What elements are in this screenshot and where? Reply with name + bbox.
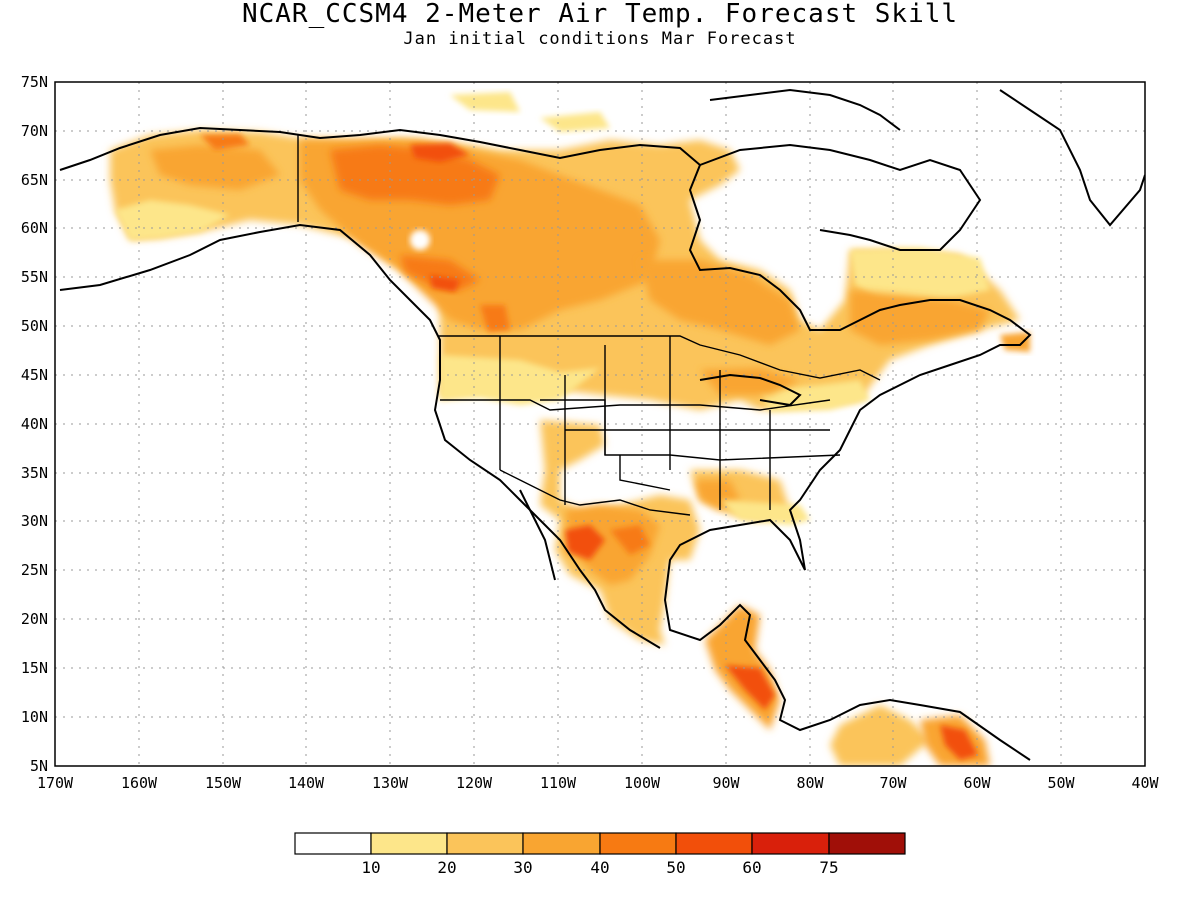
lon-label: 50W (1047, 774, 1075, 792)
colorbar-swatch (599, 832, 677, 855)
colorbar-swatch (294, 832, 372, 855)
lon-label: 150W (205, 774, 242, 792)
latitude-axis: 75N 70N 65N 60N 55N 50N 45N 40N 35N 30N … (21, 73, 48, 775)
colorbar-swatch (370, 832, 448, 855)
lat-label: 60N (21, 219, 48, 237)
lat-label: 25N (21, 561, 48, 579)
colorbar-label: 50 (666, 858, 685, 877)
colorbar-swatch (751, 832, 830, 855)
lon-label: 40W (1131, 774, 1159, 792)
lat-lon-grid (55, 82, 1145, 766)
colorbar-swatch (522, 832, 601, 855)
lon-label: 120W (456, 774, 493, 792)
lon-label: 80W (796, 774, 824, 792)
lon-label: 140W (288, 774, 325, 792)
lat-label: 40N (21, 415, 48, 433)
colorbar-label: 60 (742, 858, 761, 877)
colorbar-label: 20 (437, 858, 456, 877)
lon-label: 130W (372, 774, 409, 792)
lon-label: 160W (121, 774, 158, 792)
lon-label: 70W (879, 774, 907, 792)
lat-label: 65N (21, 171, 48, 189)
lon-label: 170W (37, 774, 74, 792)
colorbar-label: 75 (819, 858, 838, 877)
lat-label: 55N (21, 268, 48, 286)
lon-label: 60W (963, 774, 991, 792)
map-title: NCAR_CCSM4 2-Meter Air Temp. Forecast Sk… (241, 0, 959, 29)
colorbar-label: 30 (513, 858, 532, 877)
colorbar: 10 20 30 40 50 60 75 (294, 832, 906, 877)
colorbar-label: 40 (590, 858, 609, 877)
longitude-axis: 170W 160W 150W 140W 130W 120W 110W 100W … (37, 774, 1160, 792)
lat-label: 10N (21, 708, 48, 726)
colorbar-swatch (828, 832, 906, 855)
colorbar-swatch (675, 832, 753, 855)
plot-frame (54, 81, 1146, 767)
lat-label: 20N (21, 610, 48, 628)
lat-label: 45N (21, 366, 48, 384)
coastlines (59, 88, 1145, 761)
colorbar-label: 10 (361, 858, 380, 877)
political-borders (297, 135, 881, 516)
lat-label: 75N (21, 73, 48, 91)
lat-label: 30N (21, 512, 48, 530)
lon-label: 100W (624, 774, 661, 792)
lat-label: 35N (21, 464, 48, 482)
colorbar-swatch (446, 832, 524, 855)
lat-label: 5N (30, 757, 48, 775)
lon-label: 90W (712, 774, 740, 792)
map-subtitle: Jan initial conditions Mar Forecast (403, 29, 797, 49)
lat-label: 50N (21, 317, 48, 335)
lon-label: 110W (540, 774, 577, 792)
lat-label: 70N (21, 122, 48, 140)
lat-label: 15N (21, 659, 48, 677)
